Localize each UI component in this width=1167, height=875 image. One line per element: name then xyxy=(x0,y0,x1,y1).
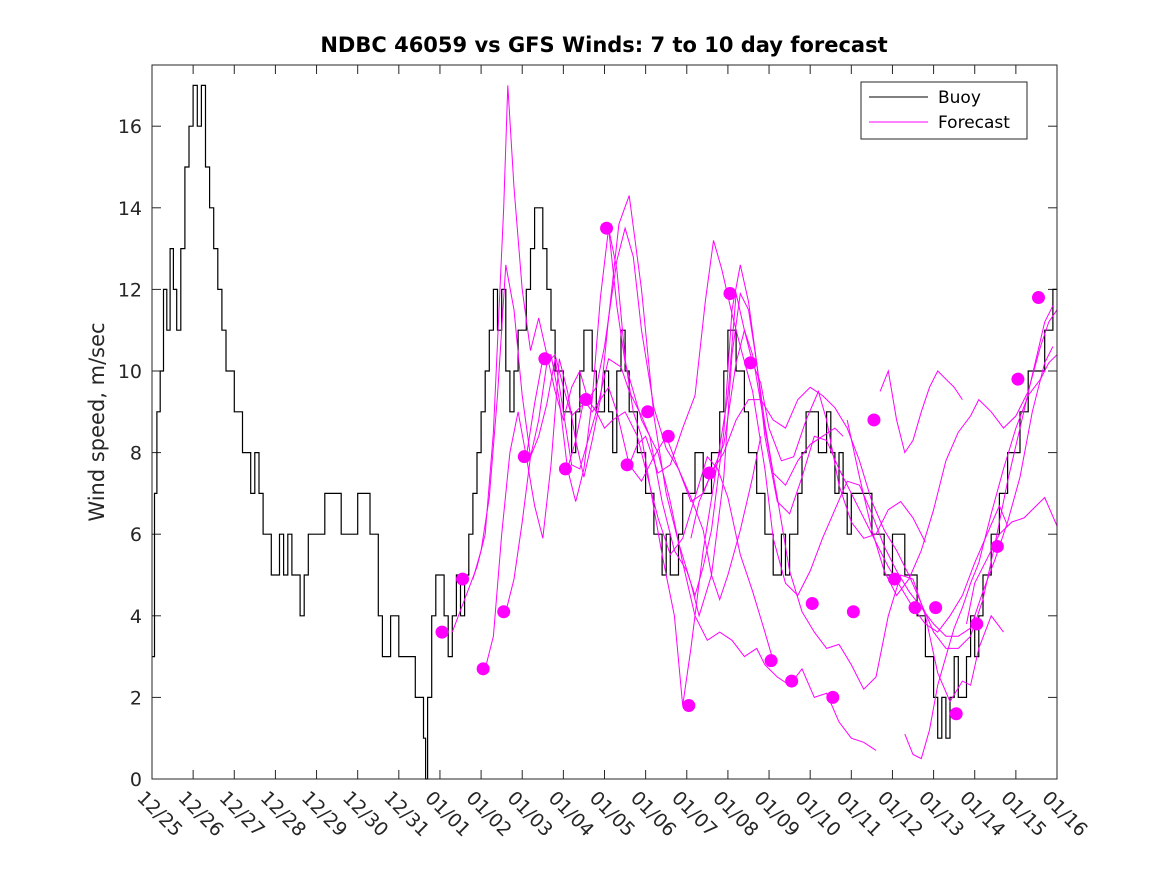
forecast-marker xyxy=(702,466,716,480)
forecast-series-line xyxy=(879,369,963,454)
forecast-marker xyxy=(764,654,778,668)
legend-forecast-label: Forecast xyxy=(938,113,1010,133)
legend-buoy-label: Buoy xyxy=(938,88,981,108)
forecast-marker xyxy=(846,605,860,619)
forecast-marker xyxy=(744,356,758,370)
forecast-marker xyxy=(970,617,984,631)
forecast-series-line xyxy=(472,226,762,602)
y-tick-label: 2 xyxy=(130,687,142,709)
forecast-marker xyxy=(682,699,696,713)
forecast-marker xyxy=(990,539,1004,553)
forecast-marker xyxy=(723,286,737,300)
forecast-marker xyxy=(517,450,531,464)
forecast-marker xyxy=(1011,372,1025,386)
forecast-series-line xyxy=(525,228,926,706)
forecast-series-line xyxy=(966,496,1058,625)
forecast-series-line xyxy=(608,228,1009,633)
y-tick-label: 14 xyxy=(118,198,142,220)
forecast-marker xyxy=(641,405,655,419)
y-tick-label: 16 xyxy=(118,116,142,138)
y-tick-label: 6 xyxy=(130,524,142,546)
forecast-marker xyxy=(600,221,614,235)
forecast-marker xyxy=(435,625,449,639)
forecast-marker xyxy=(1031,291,1045,305)
forecast-series-line xyxy=(904,354,1058,760)
forecast-marker xyxy=(497,605,511,619)
forecast-series-line xyxy=(451,85,774,661)
legend-box xyxy=(860,81,1028,140)
legend: Buoy Forecast xyxy=(860,81,1028,140)
y-tick-label: 12 xyxy=(118,279,142,301)
forecast-marker xyxy=(620,458,634,472)
y-axis-label: Wind speed, m/sec xyxy=(85,322,109,521)
forecast-series-line xyxy=(846,309,1058,597)
forecast-marker xyxy=(867,413,881,427)
chart-title: NDBC 46059 vs GFS Winds: 7 to 10 day for… xyxy=(320,33,887,57)
plot-series xyxy=(152,84,1058,780)
forecast-marker xyxy=(949,707,963,721)
forecast-series-line xyxy=(505,357,877,751)
forecast-marker xyxy=(908,601,922,615)
y-axis-tick-labels: 0 2 4 6 8 10 12 14 16 xyxy=(118,116,142,791)
forecast-series-line xyxy=(567,328,1004,703)
forecast-series-line xyxy=(628,240,1054,637)
tick-marks xyxy=(151,65,1058,780)
forecast-marker xyxy=(929,601,943,615)
forecast-marker xyxy=(805,597,819,611)
plot-frame xyxy=(151,64,1058,780)
y-tick-label: 4 xyxy=(130,606,142,628)
forecast-marker xyxy=(538,352,552,366)
forecast-marker xyxy=(456,572,470,586)
forecast-marker xyxy=(558,462,572,476)
forecast-marker xyxy=(785,674,799,688)
y-tick-label: 0 xyxy=(130,769,142,791)
y-tick-label: 8 xyxy=(130,443,142,465)
y-tick-label: 10 xyxy=(118,361,142,383)
forecast-marker xyxy=(476,662,490,676)
forecast-marker xyxy=(579,393,593,407)
plot-area xyxy=(152,65,1057,779)
forecast-marker xyxy=(826,690,840,704)
forecast-marker xyxy=(888,572,902,586)
forecast-marker xyxy=(661,429,675,443)
